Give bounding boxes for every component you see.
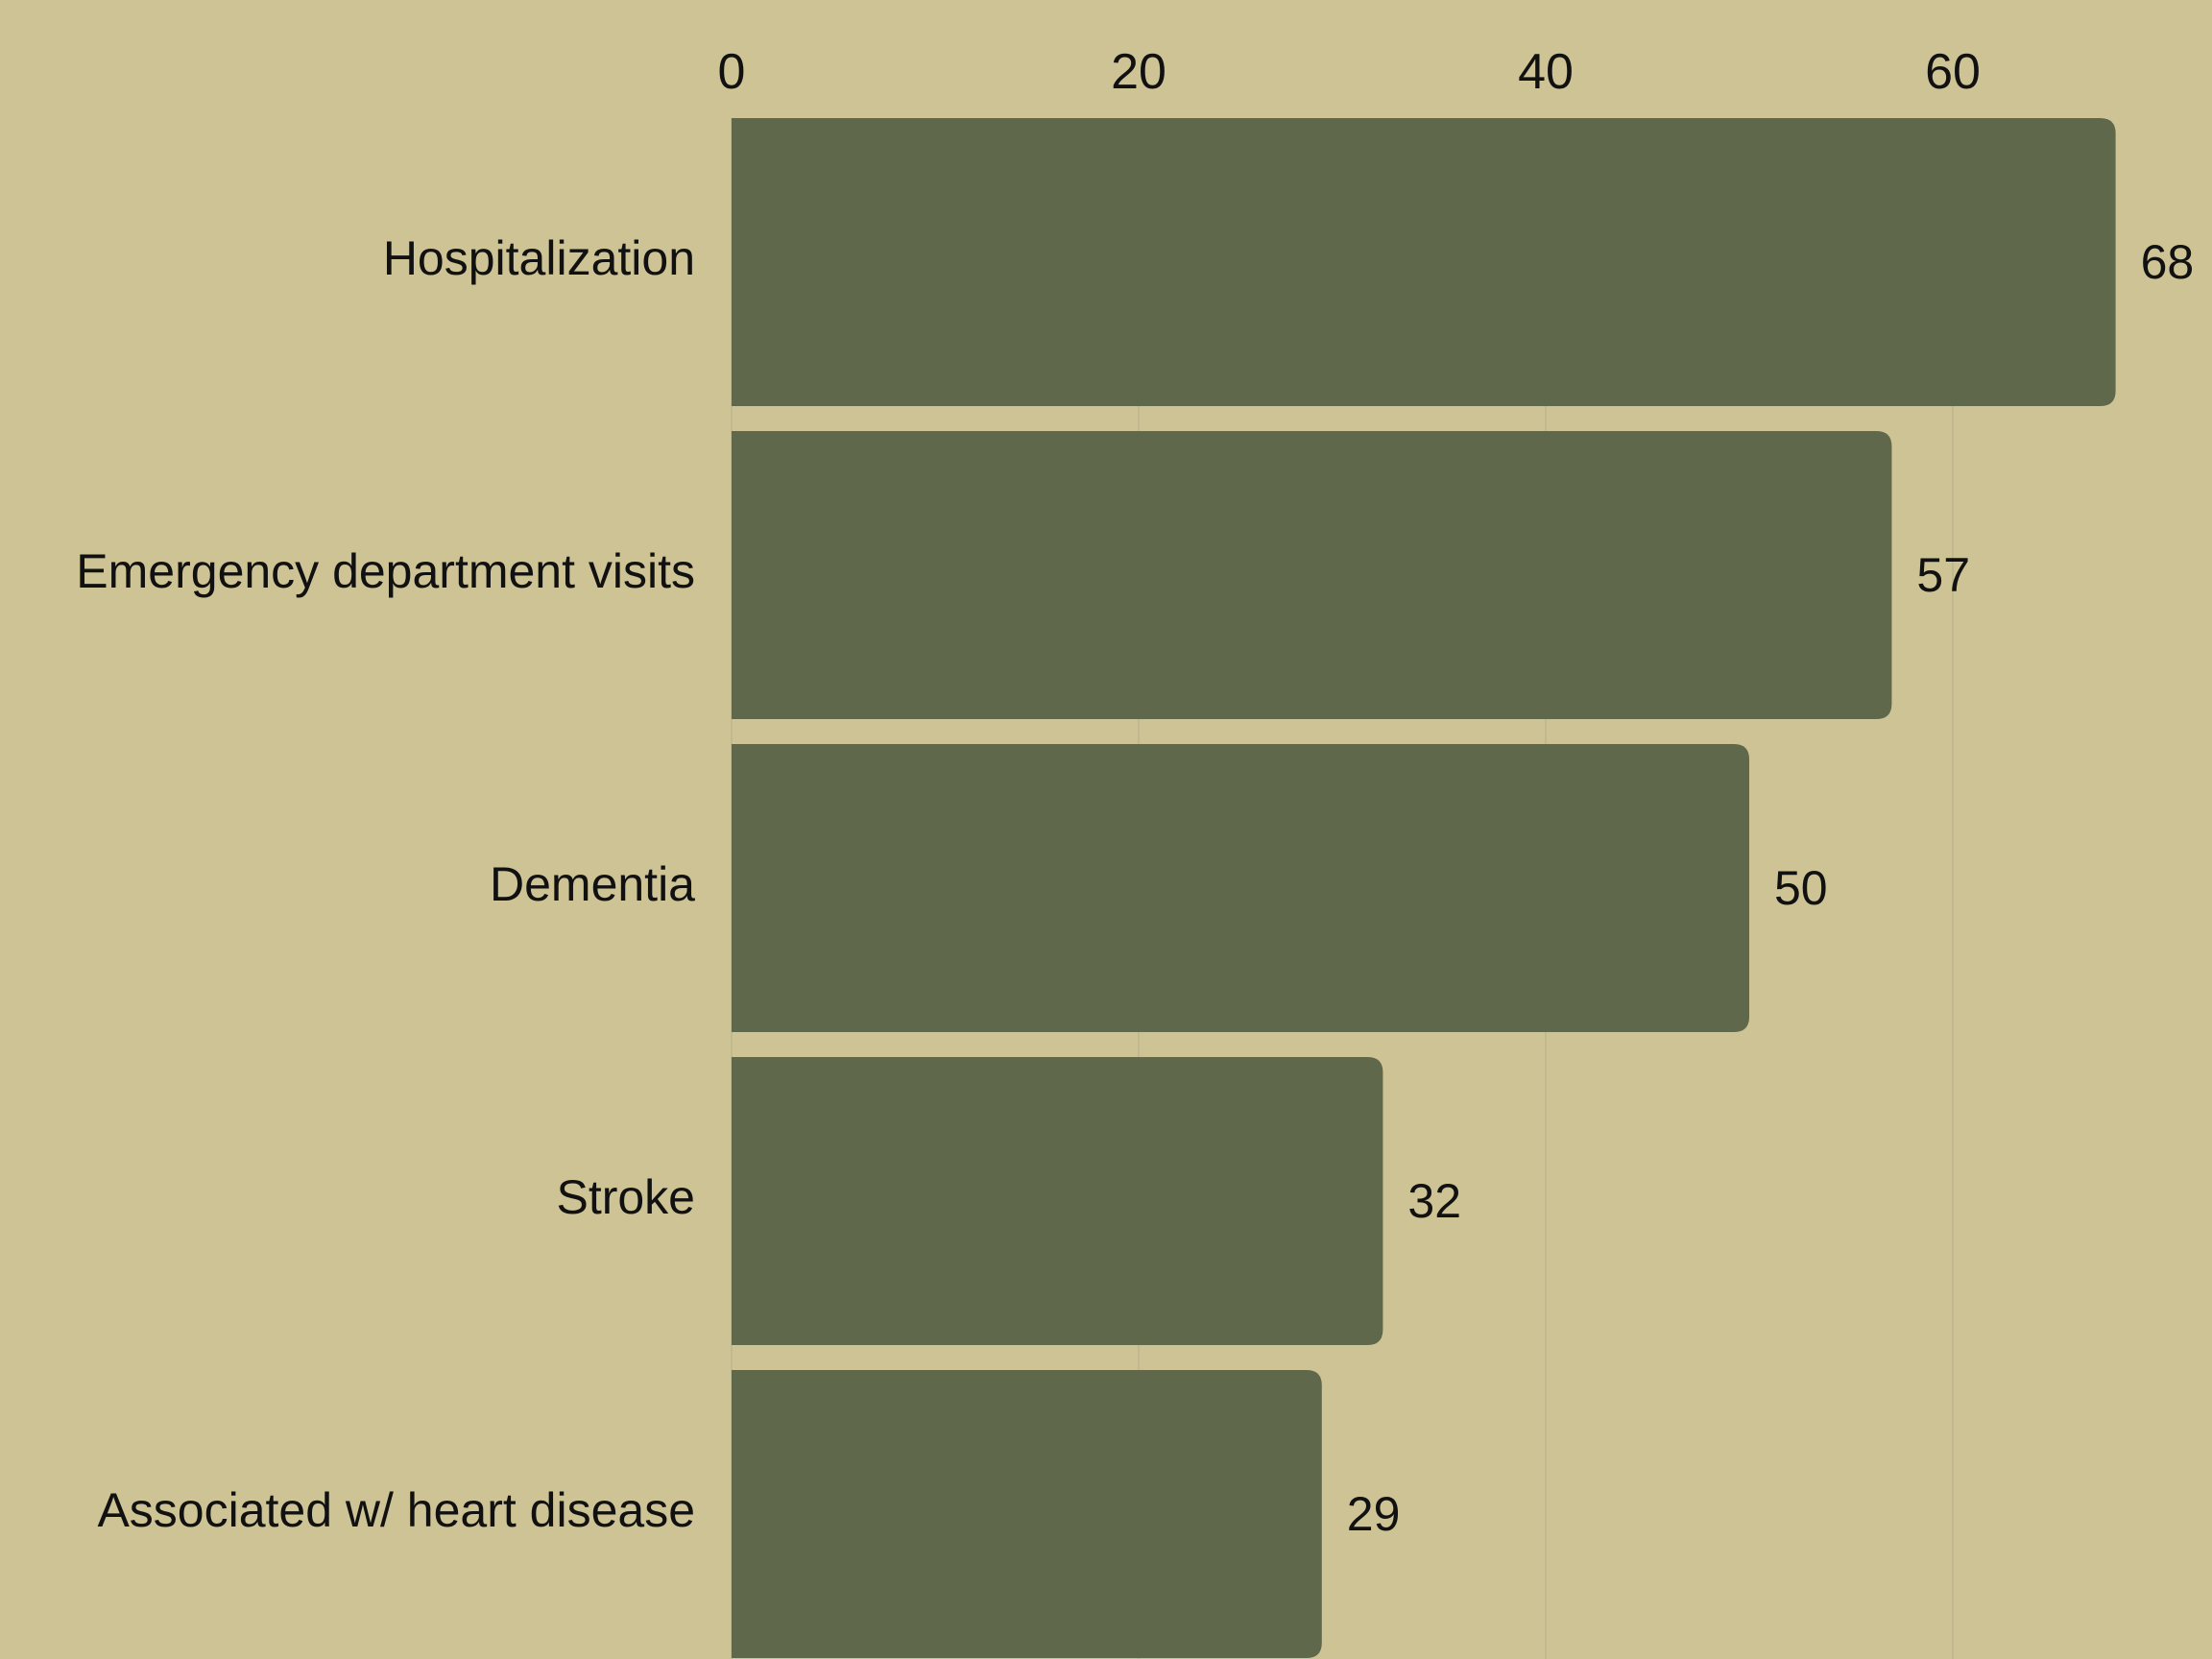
category-label-3: Stroke	[556, 1170, 695, 1224]
x-tick-label-60: 60	[1925, 44, 1981, 100]
bar-2	[732, 744, 1749, 1032]
category-label-1: Emergency department visits	[76, 544, 695, 598]
bar-4	[732, 1370, 1322, 1658]
x-tick-label-20: 20	[1111, 44, 1166, 100]
value-label-1: 57	[1916, 548, 1970, 602]
bar-1	[732, 431, 1892, 719]
category-label-2: Dementia	[490, 857, 695, 911]
x-tick-label-0: 0	[718, 44, 746, 100]
x-tick-label-40: 40	[1518, 44, 1574, 100]
category-label-4: Associated w/ heart disease	[97, 1483, 695, 1537]
value-label-3: 32	[1407, 1174, 1461, 1228]
value-label-4: 29	[1347, 1487, 1401, 1541]
category-label-0: Hospitalization	[383, 231, 695, 285]
value-label-2: 50	[1774, 861, 1828, 915]
bar-3	[732, 1057, 1383, 1345]
value-label-0: 68	[2141, 235, 2195, 289]
x-axis-ticks: 0 20 40 60	[718, 44, 1981, 100]
value-labels: 68 57 50 32 29	[1347, 235, 2194, 1541]
category-labels: Hospitalization Emergency department visi…	[76, 231, 695, 1537]
bars	[732, 118, 2116, 1658]
bar-0	[732, 118, 2116, 406]
